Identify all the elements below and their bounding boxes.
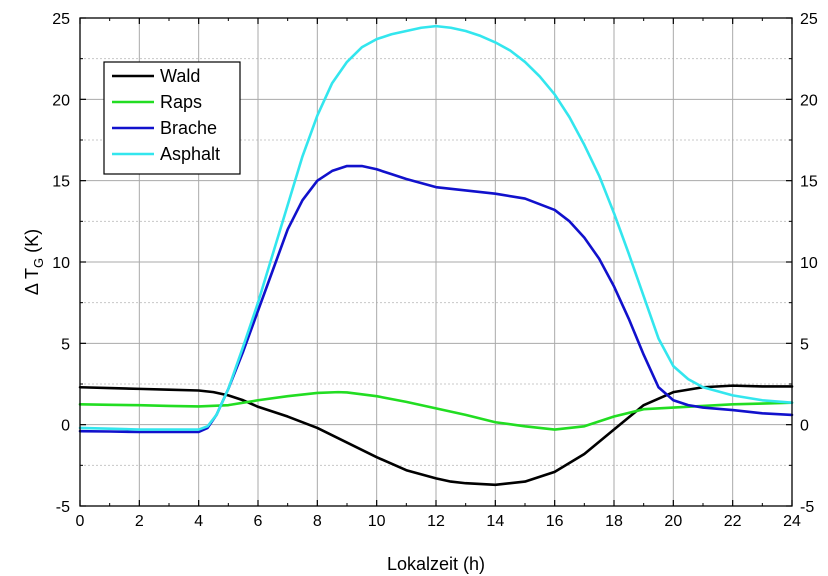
x-tick-label: 12	[427, 513, 445, 530]
right-y-tick-label: 25	[800, 11, 818, 28]
right-y-tick-label: 20	[800, 92, 818, 109]
legend: Wald Raps Brache Asphalt	[103, 61, 241, 175]
axes	[79, 17, 793, 507]
y-axis-label-subscript: G	[31, 258, 46, 268]
x-tick-label: 4	[194, 513, 203, 530]
right-y-tick-label: -5	[800, 499, 814, 516]
x-tick-label: 14	[486, 513, 504, 530]
legend-box	[103, 61, 241, 175]
y-tick-label: -5	[56, 499, 70, 516]
tick-labels: 0 2 4 6 8 10 12 14 16 18 20 22 24-50510152025-505101…	[52, 11, 818, 530]
x-tick-label: 22	[724, 513, 742, 530]
right-y-tick-label: 0	[800, 418, 809, 435]
y-tick-label: 25	[52, 11, 70, 28]
legend-label-wald: Wald	[160, 66, 200, 86]
y-tick-label: 15	[52, 174, 70, 191]
legend-label-brache: Brache	[160, 118, 217, 138]
x-tick-label: 6	[254, 513, 263, 530]
right-y-tick-label: 10	[800, 255, 818, 272]
series-lines	[78, 24, 794, 487]
x-tick-label: 8	[313, 513, 322, 530]
series-line-wald	[78, 384, 794, 487]
y-axis-label-prefix: Δ T	[22, 268, 42, 295]
y-tick-label: 0	[61, 418, 70, 435]
right-y-tick-label: 15	[800, 174, 818, 191]
y-tick-label: 20	[52, 92, 70, 109]
x-tick-label: 18	[605, 513, 623, 530]
right-y-tick-label: 5	[800, 336, 809, 353]
series-line-raps	[78, 390, 794, 431]
x-tick-label: 2	[135, 513, 144, 530]
y-axis-label: Δ TG (K)	[22, 229, 46, 295]
x-axis-label: Lokalzeit (h)	[387, 554, 485, 574]
series-line-asphalt	[78, 24, 794, 431]
x-tick-label: 24	[783, 513, 801, 530]
x-tick-label: 0	[76, 513, 85, 530]
x-tick-label: 20	[664, 513, 682, 530]
legend-label-raps: Raps	[160, 92, 202, 112]
y-tick-label: 10	[52, 255, 70, 272]
x-tick-label: 10	[368, 513, 386, 530]
x-tick-label: 16	[546, 513, 564, 530]
legend-label-asphalt: Asphalt	[160, 144, 220, 164]
y-axis-label-suffix: (K)	[22, 229, 42, 258]
y-tick-label: 5	[61, 336, 70, 353]
